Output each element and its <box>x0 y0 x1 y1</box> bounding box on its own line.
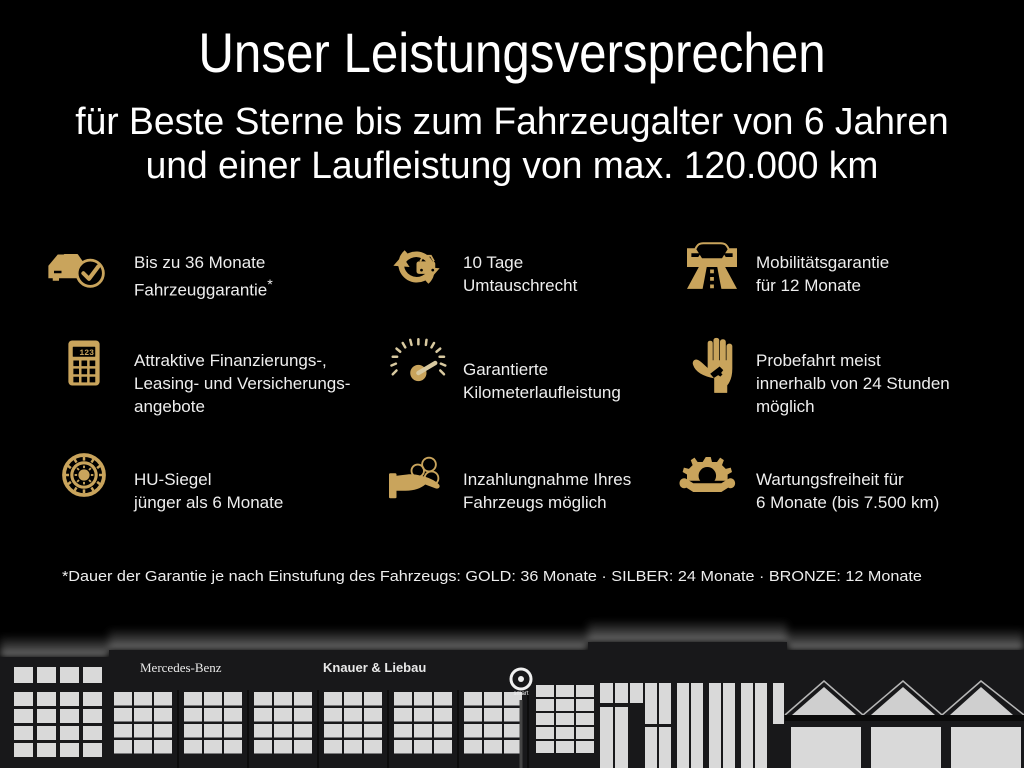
svg-text:Mercedes-Benz: Mercedes-Benz <box>140 660 222 675</box>
svg-text:Knauer & Liebau: Knauer & Liebau <box>323 660 426 675</box>
svg-text:smart: smart <box>514 691 529 697</box>
